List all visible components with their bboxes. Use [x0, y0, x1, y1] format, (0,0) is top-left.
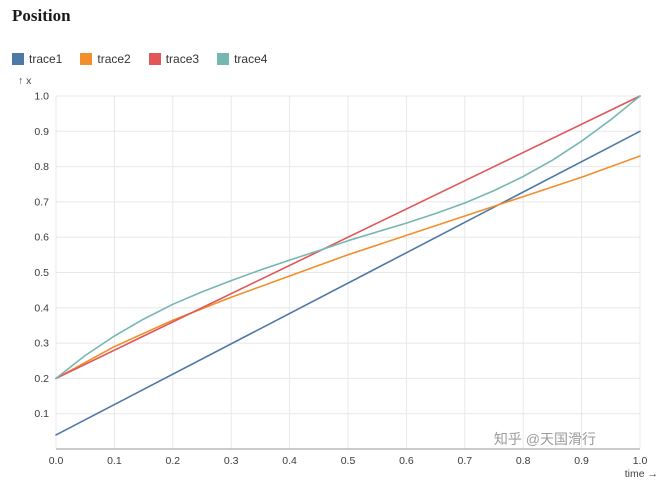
- y-tick-label: 0.3: [34, 338, 49, 350]
- x-tick-label: 0.4: [282, 455, 297, 467]
- legend-label-trace4: trace4: [234, 52, 268, 66]
- y-tick-label: 0.5: [34, 267, 49, 279]
- series-trace1: [55, 130, 641, 436]
- chart-title: Position: [12, 6, 71, 25]
- x-tick-label: 0.3: [224, 455, 239, 467]
- x-tick-label: 0.1: [107, 455, 122, 467]
- y-tick-label: 0.1: [34, 408, 49, 420]
- x-tick-label: 0.0: [49, 455, 64, 467]
- legend: trace1 trace2 trace3 trace4: [12, 52, 668, 66]
- legend-label-trace2: trace2: [97, 52, 131, 66]
- legend-swatch-trace2: [80, 53, 93, 65]
- watermark: 知乎 @天国滑行: [494, 431, 596, 447]
- chart-svg[interactable]: 0.0 0.1 0.2 0.3 0.4 0.5 0.6 0.7 0.8 0.9 1.0 0.1 0.2 0…: [12, 72, 664, 479]
- legend-swatch-trace4: [217, 53, 230, 65]
- x-tick-label: 0.5: [341, 455, 356, 467]
- series-trace4: [55, 95, 641, 380]
- series-trace2: [55, 155, 641, 380]
- x-tick-label: 0.9: [574, 455, 589, 467]
- legend-item-trace3[interactable]: trace3: [148, 52, 200, 66]
- series-trace3: [55, 95, 641, 380]
- y-tick-label: 0.4: [34, 302, 49, 314]
- legend-swatch-trace3: [148, 53, 161, 65]
- legend-item-trace1[interactable]: trace1: [12, 53, 62, 65]
- legend-swatch-trace1: [12, 53, 24, 65]
- y-tick-label: 1.0: [34, 91, 49, 103]
- y-tick-label: 0.9: [34, 126, 49, 138]
- x-tick-label: 0.7: [457, 455, 472, 467]
- y-tick-label: 0.6: [34, 232, 49, 244]
- x-tick-label: 0.8: [516, 455, 531, 467]
- legend-item-trace2[interactable]: trace2: [80, 52, 131, 66]
- legend-item-trace4[interactable]: trace4: [217, 53, 267, 65]
- x-tick-label: 1.0: [633, 455, 648, 467]
- x-tick-label: 0.6: [399, 455, 414, 467]
- x-axis-caption: time →: [625, 468, 658, 479]
- y-tick-label: 0.7: [34, 196, 49, 208]
- y-tick-label: 0.8: [34, 161, 49, 173]
- legend-label-trace3: trace3: [165, 52, 200, 66]
- legend-label-trace1: trace1: [29, 52, 63, 66]
- y-tick-label: 0.2: [34, 373, 49, 385]
- x-tick-label: 0.2: [165, 455, 180, 467]
- y-axis-caption: ↑ x: [18, 75, 32, 87]
